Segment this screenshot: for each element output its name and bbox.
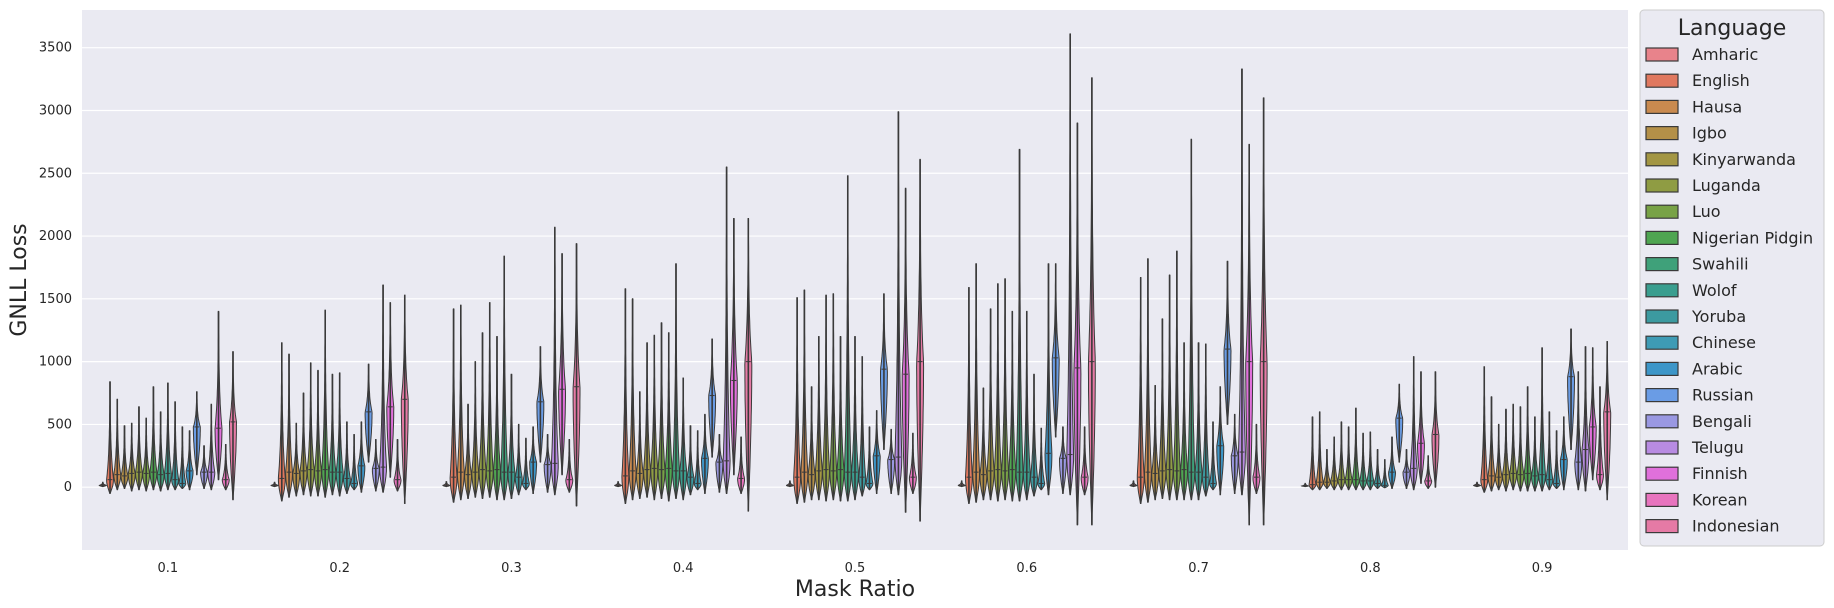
legend-swatch — [1645, 466, 1679, 481]
x-tick-label: 0.1 — [158, 561, 179, 576]
legend-swatch — [1645, 309, 1679, 324]
legend-label: Yoruba — [1691, 307, 1746, 326]
legend-entry: Yoruba — [1645, 307, 1746, 326]
x-tick-label: 0.2 — [329, 561, 350, 576]
legend-entry: Bengali — [1645, 412, 1752, 431]
legend-entry: Luganda — [1645, 176, 1761, 195]
legend-swatch — [1645, 152, 1679, 167]
legend-swatch — [1645, 414, 1679, 429]
legend-entry: Korean — [1645, 490, 1748, 509]
legend-entry: Russian — [1645, 386, 1754, 405]
legend-entry: Finnish — [1645, 464, 1748, 483]
legend-entry: Indonesian — [1645, 517, 1780, 536]
legend-swatch — [1645, 99, 1679, 115]
legend-swatch — [1645, 335, 1679, 350]
legend-entry: Telugu — [1645, 438, 1744, 457]
legend-label: Wolof — [1692, 281, 1737, 300]
legend-label: Igbo — [1692, 124, 1727, 143]
legend-label: Korean — [1692, 490, 1748, 509]
legend-entry: English — [1645, 71, 1750, 90]
x-tick-label: 0.4 — [673, 561, 694, 576]
legend-entry: Igbo — [1645, 124, 1727, 143]
y-tick-label: 2500 — [39, 166, 72, 181]
legend-swatch — [1645, 125, 1679, 141]
legend-label: Chinese — [1692, 333, 1756, 352]
legend-swatch — [1645, 257, 1679, 272]
legend-label: Amharic — [1692, 45, 1758, 64]
x-tick-label: 0.9 — [1532, 561, 1553, 576]
legend-label: Swahili — [1692, 255, 1749, 274]
legend-title: Language — [1678, 16, 1787, 41]
x-tick-label: 0.8 — [1360, 561, 1381, 576]
legend-items: Amharic English Hausa Igbo Kinyarwanda Lugand… — [1645, 45, 1813, 536]
y-tick-label: 1000 — [39, 355, 72, 370]
legend-swatch — [1645, 492, 1679, 507]
y-tick-label: 500 — [47, 417, 72, 432]
y-tick-labels: 0 500 1000 1500 2000 2500 3000 3500 — [39, 41, 72, 496]
legend-label: Arabic — [1692, 359, 1743, 378]
legend-label: English — [1692, 71, 1750, 90]
legend-label: Indonesian — [1692, 517, 1780, 536]
legend-swatch — [1645, 440, 1679, 455]
legend-label: Finnish — [1692, 464, 1748, 483]
legend-swatch — [1645, 73, 1679, 88]
y-tick-label: 1500 — [39, 292, 72, 307]
legend-entry: Amharic — [1645, 45, 1758, 64]
legend-entry: Luo — [1645, 202, 1721, 221]
legend-swatch — [1645, 388, 1679, 403]
x-axis-label: Mask Ratio — [795, 577, 915, 602]
x-tick-label: 0.5 — [845, 561, 866, 576]
legend-entry: Wolof — [1645, 281, 1737, 300]
legend-swatch — [1645, 283, 1679, 298]
legend-label: Luganda — [1692, 176, 1761, 195]
legend-label: Bengali — [1692, 412, 1752, 431]
legend-swatch — [1645, 47, 1679, 62]
y-tick-label: 3500 — [39, 41, 72, 56]
y-tick-label: 0 — [64, 480, 72, 495]
violins-group — [98, 33, 1612, 526]
y-tick-label: 2000 — [39, 229, 72, 244]
legend: Language Amharic English Hausa Igbo Kinyarwa… — [1639, 9, 1825, 547]
legend-entry: Hausa — [1645, 97, 1742, 116]
y-tick-label: 3000 — [39, 103, 72, 118]
legend-swatch — [1645, 518, 1679, 534]
legend-swatch — [1645, 230, 1679, 245]
legend-entry: Arabic — [1645, 359, 1743, 378]
x-tick-label: 0.7 — [1188, 561, 1209, 576]
legend-frame — [1639, 9, 1825, 547]
legend-entry: Kinyarwanda — [1645, 150, 1796, 169]
legend-entry: Swahili — [1645, 255, 1749, 274]
x-tick-label: 0.3 — [501, 561, 522, 576]
legend-swatch — [1645, 178, 1679, 193]
legend-swatch — [1645, 204, 1679, 219]
legend-label: Telugu — [1691, 438, 1744, 457]
legend-label: Nigerian Pidgin — [1692, 228, 1813, 247]
legend-entry: Chinese — [1645, 333, 1756, 352]
y-axis-label: GNLL Loss — [7, 223, 32, 336]
legend-label: Hausa — [1692, 97, 1742, 116]
legend-label: Russian — [1692, 386, 1754, 405]
legend-entry: Nigerian Pidgin — [1645, 228, 1813, 247]
x-tick-labels: 0.1 0.2 0.3 0.4 0.5 0.6 0.7 0.8 0.9 — [158, 561, 1553, 576]
x-tick-label: 0.6 — [1016, 561, 1037, 576]
legend-label: Kinyarwanda — [1692, 150, 1796, 169]
legend-label: Luo — [1692, 202, 1721, 221]
legend-swatch — [1645, 361, 1679, 376]
